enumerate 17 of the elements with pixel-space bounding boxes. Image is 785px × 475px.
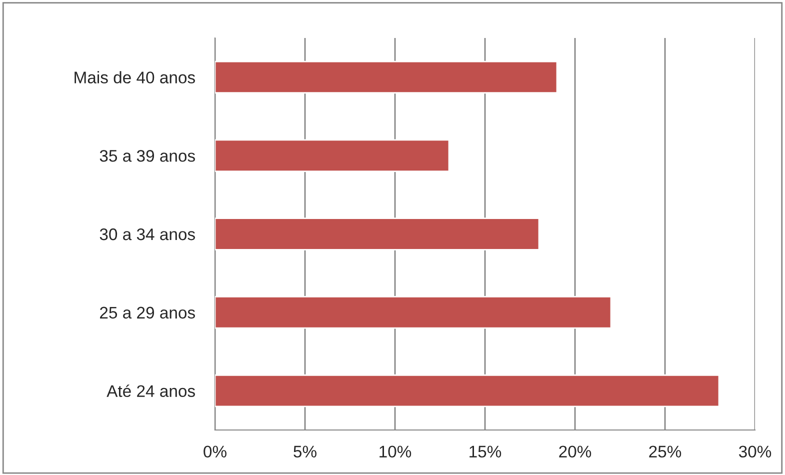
- bar: [215, 296, 612, 329]
- bar: [215, 374, 720, 408]
- y-tick-label: Até 24 anos: [106, 384, 195, 398]
- bar: [215, 218, 540, 250]
- y-tick-label: 35 a 39 anos: [100, 150, 195, 162]
- x-tick-label: 0%: [204, 446, 226, 458]
- x-tick-label: 5%: [294, 446, 316, 458]
- x-tick-label: 30%: [738, 446, 772, 458]
- y-tick-label: Mais de 40 anos: [74, 71, 195, 84]
- x-tick-label: 25%: [649, 446, 682, 458]
- y-tick-label: 30 a 34 anos: [100, 228, 195, 240]
- bar: [215, 139, 450, 172]
- x-tick-label: 20%: [559, 446, 592, 458]
- x-tick-label: 10%: [380, 446, 412, 458]
- x-tick-label: 15%: [470, 446, 502, 458]
- bar: [215, 60, 558, 94]
- y-tick-label: 25 a 29 anos: [100, 306, 195, 319]
